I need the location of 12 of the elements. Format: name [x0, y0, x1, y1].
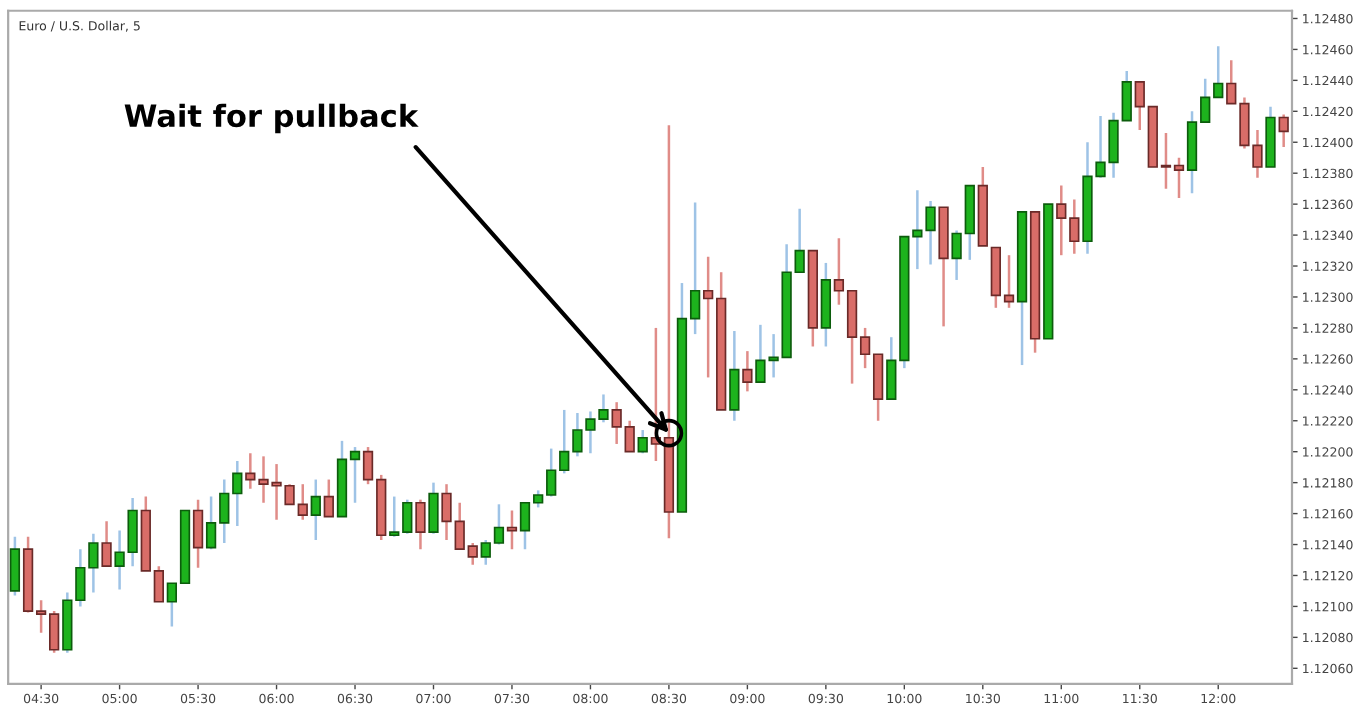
candlestick	[415, 498, 426, 551]
candlestick	[820, 261, 832, 348]
candlestick	[310, 478, 321, 542]
candlestick	[742, 349, 753, 393]
candlestick	[729, 329, 740, 422]
candlestick	[428, 481, 439, 535]
annotation: Wait for pullback	[124, 103, 419, 134]
candlestick	[1278, 113, 1289, 149]
candlestick	[323, 478, 334, 518]
candlestick	[192, 498, 204, 569]
candlestick	[101, 520, 112, 568]
candlestick	[9, 535, 21, 597]
